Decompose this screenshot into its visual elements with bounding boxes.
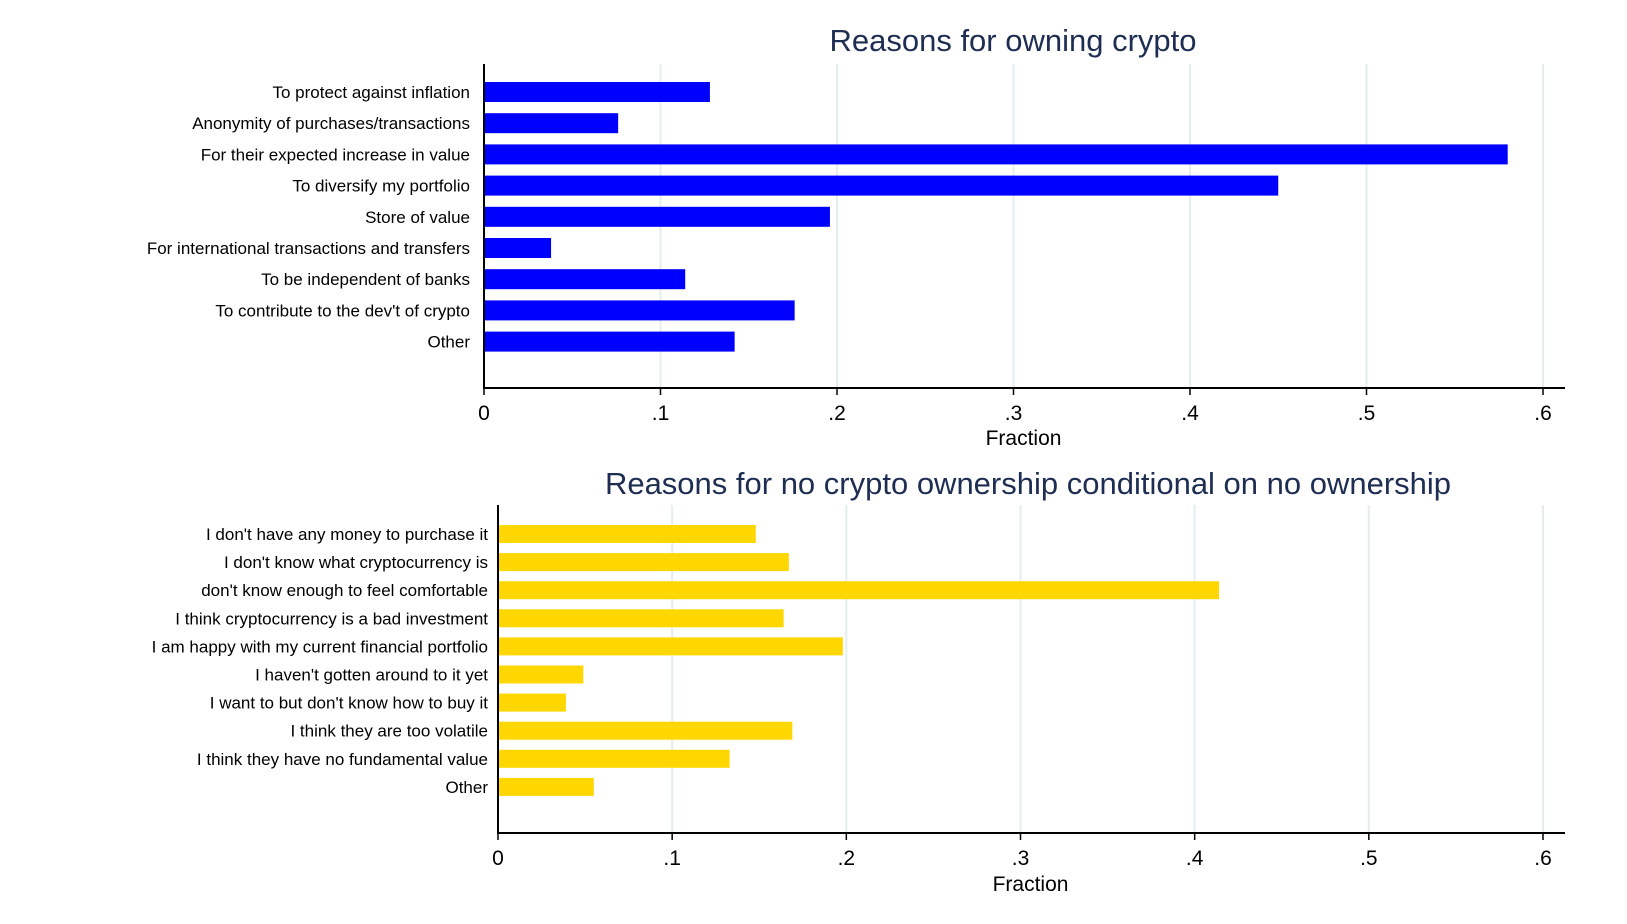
tick-label: .3 [1012,847,1030,870]
gridlines [671,505,1544,833]
category-label: Store of value [365,208,470,227]
bar [484,238,552,258]
bars [498,525,1220,796]
category-label: Anonymity of purchases/transactions [192,114,470,133]
category-label: To diversify my portfolio [292,177,470,196]
category-label: I think cryptocurrency is a bad investme… [175,609,488,628]
bar [484,144,1508,165]
tick-label: .1 [663,847,681,870]
category-label: For international transactions and trans… [147,239,470,258]
category-label: I want to but don't know how to buy it [210,694,489,713]
tick-label: .1 [652,402,670,425]
category-label: I don't know what cryptocurrency is [224,553,488,572]
tick-label: .2 [838,847,856,870]
x-axis-title: Fraction [993,873,1069,896]
bar [484,206,830,227]
category-labels: To protect against inflation Anonymity of… [147,83,470,352]
bar [498,721,793,740]
category-label: I think they have no fundamental value [197,750,488,769]
bar [498,553,789,572]
chart-owning-reasons: Reasons for owning crypto Fraction To pr… [147,23,1565,450]
bar [484,331,735,352]
bar [498,637,843,656]
category-label: Other [445,778,488,797]
category-labels: I don't have any money to purchase it I d… [152,525,489,797]
tick-label: .5 [1358,402,1376,425]
tick-label: .4 [1181,402,1199,425]
bar [498,581,1220,600]
category-label: Other [427,333,470,352]
category-label: I don't have any money to purchase it [206,525,488,544]
bar [484,113,619,134]
category-label: To protect against inflation [272,83,470,102]
bar [498,609,784,628]
chart-no-ownership-reasons: Reasons for no crypto ownership conditio… [152,466,1565,896]
bar [498,749,730,768]
bar [484,175,1279,196]
tick-label: .4 [1186,847,1204,870]
bar [484,82,710,102]
category-label: I think they are too volatile [290,722,488,741]
tick-label: .6 [1534,847,1552,870]
tick-label: .2 [828,402,846,425]
bar [484,269,686,290]
category-label: don't know enough to feel comfortable [201,581,488,600]
x-ticks: 0 .1 .2 .3 .4 .5 .6 [478,388,1552,425]
bar [484,300,795,321]
bar [498,525,756,543]
tick-label: .5 [1360,847,1378,870]
category-label: To contribute to the dev't of crypto [215,301,470,320]
tick-label: 0 [478,402,490,425]
category-label: For their expected increase in value [201,145,470,164]
bar [498,665,584,684]
bars [484,82,1508,352]
bar [498,693,566,712]
category-label: I haven't gotten around to it yet [255,666,488,685]
tick-label: 0 [492,847,504,870]
category-label: To be independent of banks [261,270,470,289]
tick-label: .3 [1005,402,1023,425]
category-label: I am happy with my current financial por… [152,637,488,656]
chart-title: Reasons for no crypto ownership conditio… [605,466,1451,501]
x-ticks: 0 .1 .2 .3 .4 .5 .6 [492,833,1552,870]
chart-title: Reasons for owning crypto [829,23,1196,58]
bar [498,777,594,796]
tick-label: .6 [1534,402,1552,425]
x-axis-title: Fraction [986,427,1062,450]
